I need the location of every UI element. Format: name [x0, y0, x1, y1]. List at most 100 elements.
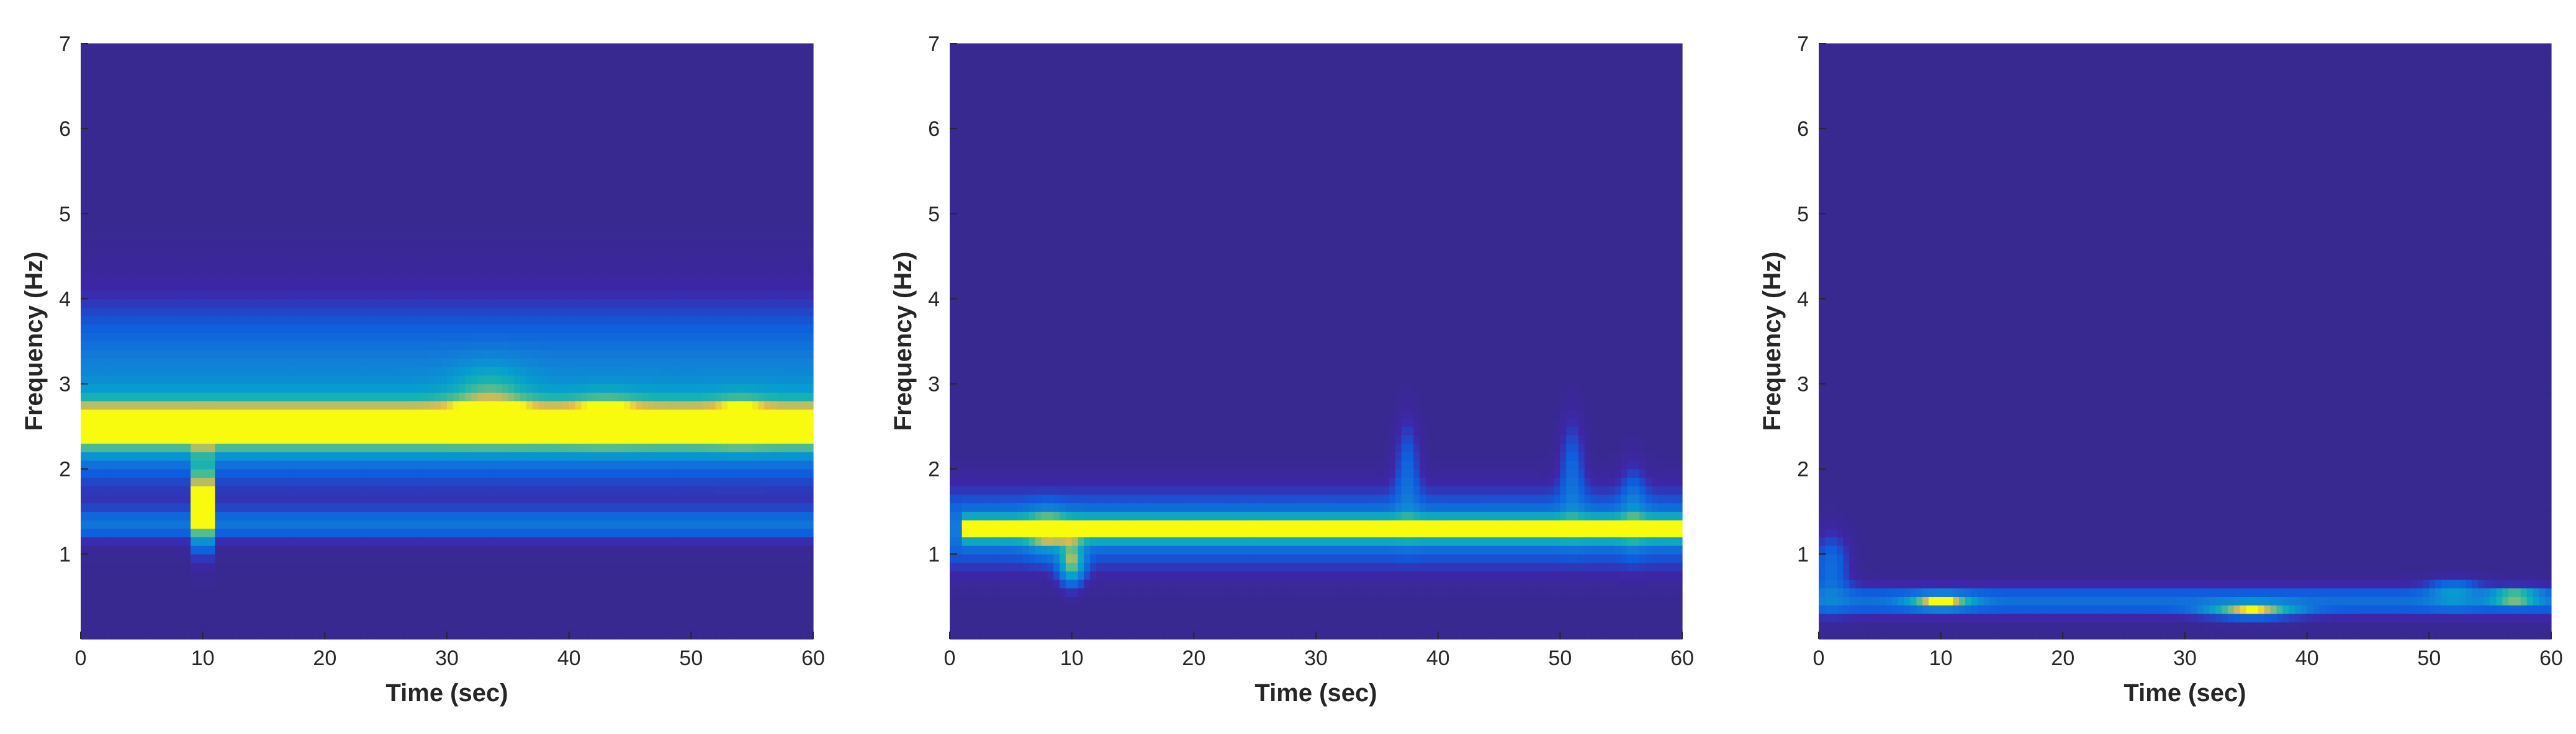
- heatmap-cell: [288, 60, 295, 69]
- heatmap-cell: [264, 69, 271, 78]
- heatmap-cell: [92, 486, 100, 495]
- heatmap-cell: [105, 503, 112, 512]
- heatmap-cell: [398, 341, 405, 351]
- heatmap-cell: [441, 613, 448, 623]
- heatmap-cell: [178, 605, 185, 614]
- heatmap-cell: [379, 324, 387, 333]
- heatmap-cell: [148, 307, 155, 316]
- heatmap-cell: [245, 630, 252, 640]
- heatmap-cell: [227, 622, 234, 631]
- heatmap-cell: [300, 213, 307, 223]
- heatmap-cell: [135, 230, 142, 240]
- heatmap-cell: [514, 596, 521, 606]
- heatmap-cell: [508, 580, 515, 589]
- heatmap-cell: [166, 213, 173, 223]
- heatmap-cell: [288, 298, 295, 308]
- heatmap-cell: [453, 43, 460, 53]
- heatmap-cell: [325, 580, 331, 589]
- heatmap-cell: [343, 282, 350, 291]
- heatmap-cell: [306, 562, 313, 571]
- heatmap-cell: [178, 145, 185, 154]
- heatmap-cell: [385, 213, 393, 223]
- heatmap-cell: [294, 460, 301, 470]
- heatmap-cell: [117, 248, 124, 257]
- heatmap-cell: [447, 86, 454, 95]
- heatmap-cell: [99, 213, 106, 223]
- heatmap-cell: [392, 605, 399, 614]
- heatmap-cell: [251, 94, 258, 104]
- heatmap-cell: [508, 383, 515, 393]
- heatmap-cell: [264, 545, 271, 555]
- heatmap-cell: [484, 460, 490, 470]
- heatmap-cell: [154, 468, 161, 478]
- heatmap-cell: [422, 588, 430, 597]
- heatmap-cell: [251, 409, 258, 419]
- heatmap-cell: [367, 60, 374, 69]
- heatmap-cell: [166, 315, 173, 325]
- heatmap-cell: [135, 128, 142, 138]
- heatmap-cell: [184, 137, 191, 146]
- heatmap-cell: [184, 468, 191, 478]
- heatmap-cell: [117, 188, 124, 197]
- heatmap-cell: [227, 486, 234, 495]
- heatmap-cell: [184, 409, 191, 419]
- heatmap-cell: [502, 409, 508, 419]
- heatmap-cell: [459, 69, 466, 78]
- heatmap-cell: [318, 434, 325, 444]
- heatmap-cell: [105, 137, 112, 146]
- heatmap-cell: [288, 503, 295, 512]
- heatmap-cell: [123, 503, 130, 512]
- heatmap-cell: [410, 571, 417, 580]
- heatmap-cell: [160, 392, 167, 401]
- heatmap-cell: [471, 307, 478, 316]
- heatmap-cell: [245, 137, 252, 146]
- heatmap-cell: [239, 264, 246, 274]
- heatmap-cell: [227, 418, 234, 427]
- heatmap-cell: [221, 196, 228, 206]
- heatmap-cell: [288, 128, 295, 138]
- heatmap-cell: [465, 239, 472, 248]
- heatmap-cell: [465, 94, 472, 104]
- heatmap-cell: [325, 605, 331, 614]
- heatmap-cell: [81, 460, 88, 470]
- heatmap-cell: [508, 324, 515, 333]
- heatmap-cell: [495, 511, 503, 521]
- heatmap-cell: [184, 264, 191, 274]
- heatmap-cell: [148, 537, 155, 546]
- heatmap-cell: [99, 307, 106, 316]
- heatmap-cell: [123, 596, 130, 606]
- heatmap-cell: [471, 460, 478, 470]
- heatmap-cell: [160, 103, 167, 112]
- heatmap-cell: [269, 171, 277, 181]
- heatmap-cell: [398, 468, 405, 478]
- heatmap-cell: [105, 520, 112, 529]
- heatmap-cell: [264, 434, 271, 444]
- heatmap-cell: [227, 434, 234, 444]
- heatmap-cell: [99, 264, 106, 274]
- heatmap-cell: [447, 537, 454, 546]
- heatmap-cell: [435, 468, 441, 478]
- heatmap-cell: [441, 145, 448, 154]
- heatmap-cell: [367, 511, 374, 521]
- heatmap-cell: [361, 383, 368, 393]
- heatmap-cell: [105, 341, 112, 351]
- heatmap-cell: [502, 307, 508, 316]
- heatmap-cell: [196, 239, 204, 248]
- heatmap-cell: [288, 605, 295, 614]
- heatmap-cell: [294, 154, 301, 163]
- heatmap-cell: [135, 580, 142, 589]
- heatmap-cell: [148, 528, 155, 538]
- heatmap-cell: [398, 460, 405, 470]
- heatmap-cell: [202, 145, 210, 154]
- heatmap-cell: [160, 60, 167, 69]
- heatmap-cell: [111, 434, 118, 444]
- heatmap-cell: [245, 452, 252, 461]
- heatmap-cell: [81, 43, 88, 53]
- heatmap-cell: [379, 383, 387, 393]
- heatmap-cell: [264, 111, 271, 121]
- heatmap-cell: [435, 282, 441, 291]
- heatmap-cell: [160, 179, 167, 189]
- heatmap-cell: [86, 511, 94, 521]
- heatmap-cell: [172, 375, 179, 385]
- heatmap-cell: [325, 273, 331, 282]
